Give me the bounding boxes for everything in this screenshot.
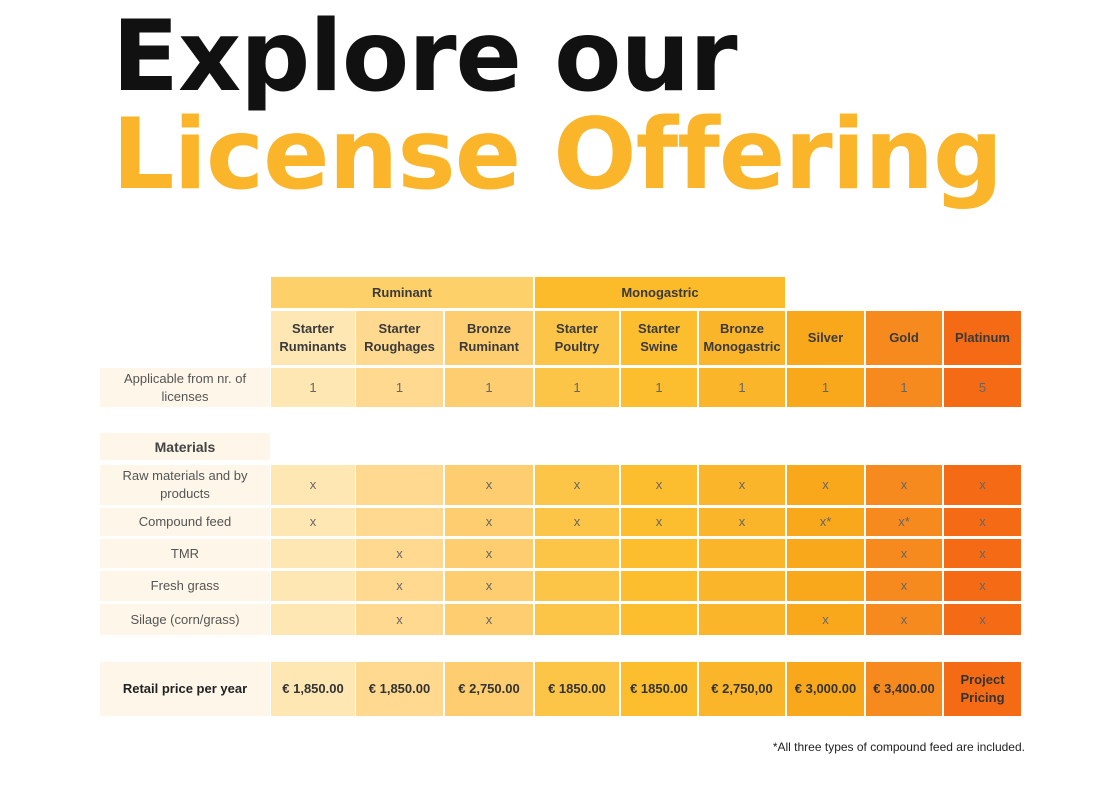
page-title: Explore our License Offering	[112, 0, 1003, 212]
column-header: Bronze Monogastric	[699, 311, 785, 365]
column-header: Bronze Ruminant	[445, 311, 533, 365]
table-cell: x	[356, 604, 443, 635]
column-header: Starter Poultry	[535, 311, 619, 365]
column-header: Gold	[866, 311, 942, 365]
table-cell	[699, 539, 785, 568]
table-cell: x	[866, 604, 942, 635]
column-header: Starter Roughages	[356, 311, 443, 365]
table-cell	[621, 571, 697, 601]
table-cell: 1	[866, 368, 942, 407]
price-cell: € 1,850.00	[271, 662, 355, 716]
row-label: Fresh grass	[100, 571, 270, 601]
table-cell: x	[866, 539, 942, 568]
table-cell: x	[621, 508, 697, 536]
table-cell: x*	[866, 508, 942, 536]
table-cell: x	[866, 571, 942, 601]
row-label-price: Retail price per year	[100, 662, 270, 716]
table-cell: x	[535, 465, 619, 505]
table-cell: x	[787, 604, 864, 635]
table-cell: 5	[944, 368, 1021, 407]
table-cell: x	[866, 465, 942, 505]
table-cell	[271, 539, 355, 568]
table-cell: 1	[356, 368, 443, 407]
group-header-ruminant: Ruminant	[271, 277, 533, 308]
column-header: Starter Ruminants	[271, 311, 355, 365]
table-cell: 1	[445, 368, 533, 407]
table-cell: x	[356, 539, 443, 568]
price-cell: € 2,750,00	[699, 662, 785, 716]
table-cell	[787, 539, 864, 568]
table-cell: x	[944, 465, 1021, 505]
table-cell: 1	[787, 368, 864, 407]
price-cell: € 1850.00	[535, 662, 619, 716]
table-cell	[535, 571, 619, 601]
column-header: Platinum	[944, 311, 1021, 365]
price-cell: € 1,850.00	[356, 662, 443, 716]
title-line-2: License Offering	[112, 98, 1003, 212]
table-cell: x	[699, 508, 785, 536]
table-cell: 1	[535, 368, 619, 407]
table-cell: x	[535, 508, 619, 536]
section-heading-materials: Materials	[100, 433, 270, 460]
table-cell: x	[445, 571, 533, 601]
group-header-monogastric: Monogastric	[535, 277, 785, 308]
table-cell: 1	[699, 368, 785, 407]
column-header: Silver	[787, 311, 864, 365]
table-cell	[621, 604, 697, 635]
table-cell: x	[944, 508, 1021, 536]
table-cell: x	[787, 465, 864, 505]
price-cell: € 1850.00	[621, 662, 697, 716]
column-header: Starter Swine	[621, 311, 697, 365]
table-cell	[621, 539, 697, 568]
footnote: *All three types of compound feed are in…	[772, 740, 1025, 754]
price-cell: € 2,750.00	[445, 662, 533, 716]
table-cell: x	[944, 539, 1021, 568]
license-table: Ruminant Monogastric Starter Ruminants Start…	[100, 0, 1021, 800]
table-cell: x	[445, 604, 533, 635]
title-line-1: Explore our	[112, 0, 738, 114]
table-cell: x	[445, 465, 533, 505]
table-cell: x*	[787, 508, 864, 536]
row-label: Compound feed	[100, 508, 270, 536]
row-label: Silage (corn/grass)	[100, 604, 270, 635]
table-cell: x	[621, 465, 697, 505]
price-cell: € 3,400.00	[866, 662, 942, 716]
table-cell: x	[944, 571, 1021, 601]
table-cell	[271, 604, 355, 635]
table-cell: x	[271, 465, 355, 505]
table-cell	[271, 571, 355, 601]
row-label: TMR	[100, 539, 270, 568]
table-cell	[535, 539, 619, 568]
price-cell: Project Pricing	[944, 662, 1021, 716]
table-cell	[699, 571, 785, 601]
table-cell: 1	[621, 368, 697, 407]
table-cell: x	[271, 508, 355, 536]
table-cell	[699, 604, 785, 635]
table-cell: x	[699, 465, 785, 505]
table-cell	[535, 604, 619, 635]
table-cell	[356, 508, 443, 536]
table-cell: 1	[271, 368, 355, 407]
table-cell: x	[445, 508, 533, 536]
row-label-applicable: Applicable from nr. of licenses	[100, 368, 270, 407]
table-cell: x	[944, 604, 1021, 635]
table-cell	[787, 571, 864, 601]
row-label: Raw materials and by products	[100, 465, 270, 505]
table-cell: x	[356, 571, 443, 601]
table-cell	[356, 465, 443, 505]
table-cell: x	[445, 539, 533, 568]
price-cell: € 3,000.00	[787, 662, 864, 716]
